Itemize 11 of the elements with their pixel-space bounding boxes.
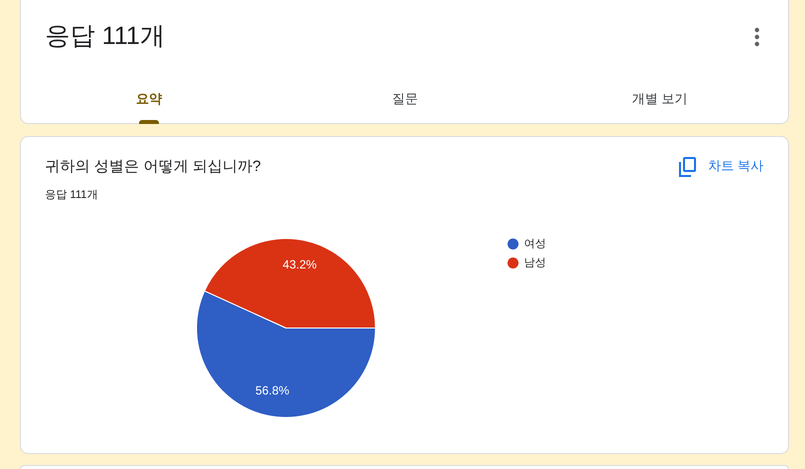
chart-title: 귀하의 성별은 어떻게 되십니까? <box>45 158 261 176</box>
text: 요약 <box>136 91 162 107</box>
text: 응답 111개 <box>45 21 165 51</box>
data-label: 43.2% <box>282 257 317 272</box>
text: 개별 보기 <box>632 91 688 107</box>
legend-label: 여성 <box>524 238 546 250</box>
text: 질문 <box>392 91 418 107</box>
text: 차트 복사 <box>708 158 764 174</box>
legend-label: 남성 <box>524 257 546 270</box>
data-label: 56.8% <box>255 383 290 398</box>
text: 응답 111개 <box>45 189 98 202</box>
